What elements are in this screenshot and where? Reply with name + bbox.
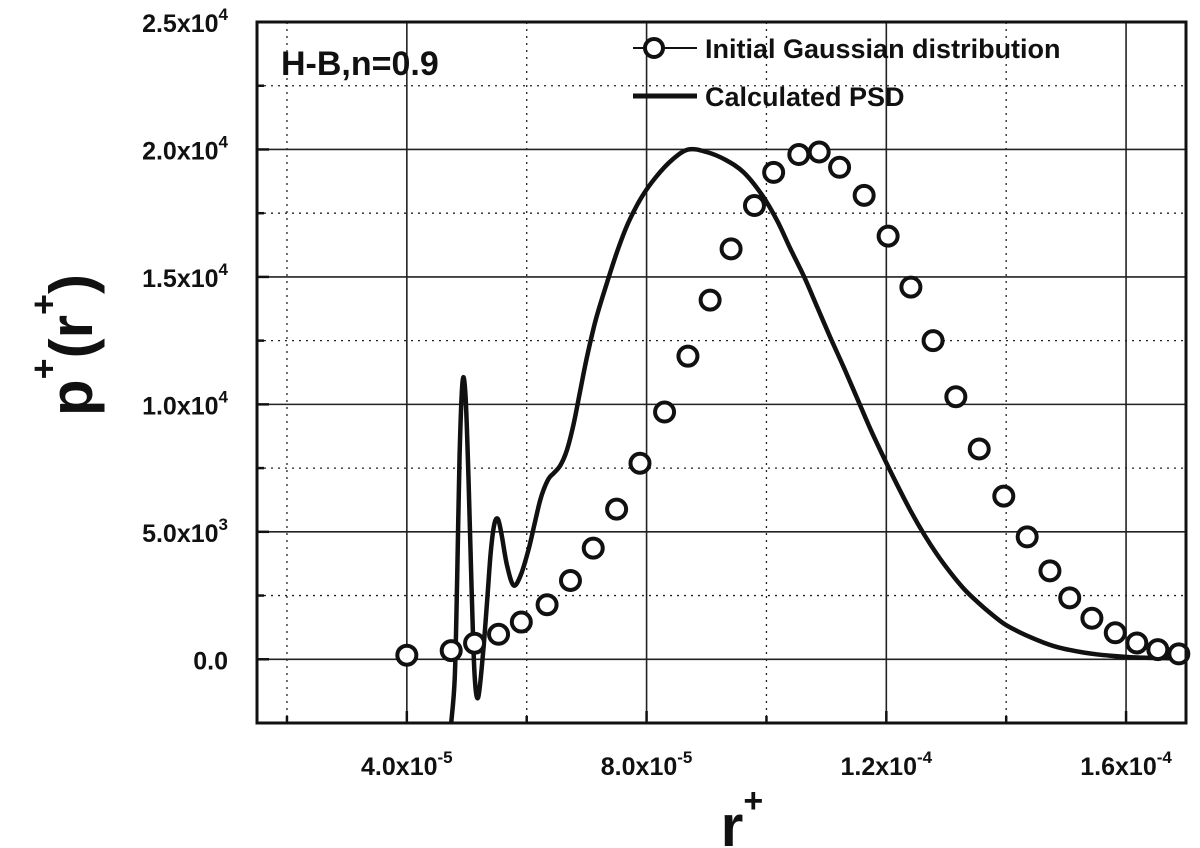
gaussian-data-point <box>992 484 1016 508</box>
gaussian-data-point <box>605 497 629 521</box>
gaussian-data-point <box>921 329 945 353</box>
gaussian-data-point <box>487 622 511 646</box>
y-axis-label-base: p <box>38 379 105 416</box>
y-tick-label: 0.0 <box>193 647 228 675</box>
legend-gaussian-label: Initial Gaussian distribution <box>705 34 1061 64</box>
gaussian-data-point <box>1015 525 1039 549</box>
y-axis-label-open: ( <box>38 338 105 358</box>
gaussian-series <box>395 140 1191 667</box>
gaussian-data-point <box>876 224 900 248</box>
gaussian-data-point <box>698 288 722 312</box>
legend-item-gaussian: Initial Gaussian distribution <box>633 34 1061 64</box>
gaussian-data-point <box>787 143 811 167</box>
gaussian-data-point <box>581 536 605 560</box>
y-axis-label-arg: r <box>38 315 105 338</box>
y-tick-label: 5.0x103 <box>142 515 228 548</box>
gaussian-data-point <box>509 610 533 634</box>
calculated-psd-line <box>448 146 1186 723</box>
gaussian-data-point <box>944 385 968 409</box>
gaussian-data-point <box>899 275 923 299</box>
gaussian-data-point <box>742 194 766 218</box>
gaussian-data-point <box>676 344 700 368</box>
gaussian-data-point <box>439 639 463 663</box>
y-axis-label-close: ) <box>38 274 105 294</box>
axis-ticks <box>257 84 1128 725</box>
gaussian-data-point <box>1103 621 1127 645</box>
gaussian-data-point <box>762 160 786 184</box>
x-tick-label: 4.0x10-5 <box>361 748 453 781</box>
chart-annotation: H-B,n=0.9 <box>281 45 439 83</box>
gaussian-data-point <box>1125 631 1149 655</box>
legend-gaussian-marker <box>643 37 665 59</box>
gaussian-data-point <box>967 437 991 461</box>
x-tick-label: 1.6x10-4 <box>1080 748 1172 781</box>
x-tick-labels: 4.0x10-5 8.0x10-5 1.2x10-4 1.6x10-4 <box>361 748 1172 781</box>
x-axis-label-sup: + <box>743 782 763 820</box>
gaussian-data-point <box>395 643 419 667</box>
plot-frame <box>255 20 1188 725</box>
gaussian-data-point <box>1058 586 1082 610</box>
y-tick-label: 1.5x104 <box>142 260 228 293</box>
y-axis-label: p+(r+) <box>23 274 105 416</box>
gaussian-data-point <box>807 140 831 164</box>
y-tick-label: 1.0x104 <box>142 387 228 420</box>
gaussian-data-point <box>463 631 487 655</box>
x-axis-label-base: r <box>721 794 744 848</box>
y-tick-labels: 0.0 5.0x103 1.0x104 1.5x104 2.0x104 2.5x104 <box>142 5 228 675</box>
legend-psd-label: Calculated PSD <box>705 82 905 112</box>
gaussian-data-point <box>1167 642 1191 666</box>
gaussian-data-point <box>558 569 582 593</box>
x-tick-label: 8.0x10-5 <box>601 748 693 781</box>
y-axis-label-sup: + <box>23 358 64 379</box>
gaussian-data-point <box>1080 606 1104 630</box>
calculated-psd-series <box>448 146 1186 723</box>
legend-item-psd: Calculated PSD <box>633 82 905 112</box>
gaussian-data-point <box>719 237 743 261</box>
x-tick-label: 1.2x10-4 <box>841 748 933 781</box>
gaussian-data-point <box>535 593 559 617</box>
gaussian-data-point <box>852 183 876 207</box>
grid-lines <box>257 22 1186 724</box>
y-tick-label: 2.0x104 <box>142 132 228 165</box>
gaussian-data-point <box>653 400 677 424</box>
y-axis-label-arg-sup: + <box>23 294 64 315</box>
legend: Initial Gaussian distribution Calculated… <box>633 34 1061 112</box>
x-axis-label: r+ <box>721 782 763 848</box>
gaussian-data-point <box>828 155 852 179</box>
gaussian-data-point <box>628 451 652 475</box>
gaussian-data-point <box>1038 559 1062 583</box>
y-tick-label: 2.5x104 <box>142 5 228 38</box>
gaussian-data-point <box>1146 638 1170 662</box>
